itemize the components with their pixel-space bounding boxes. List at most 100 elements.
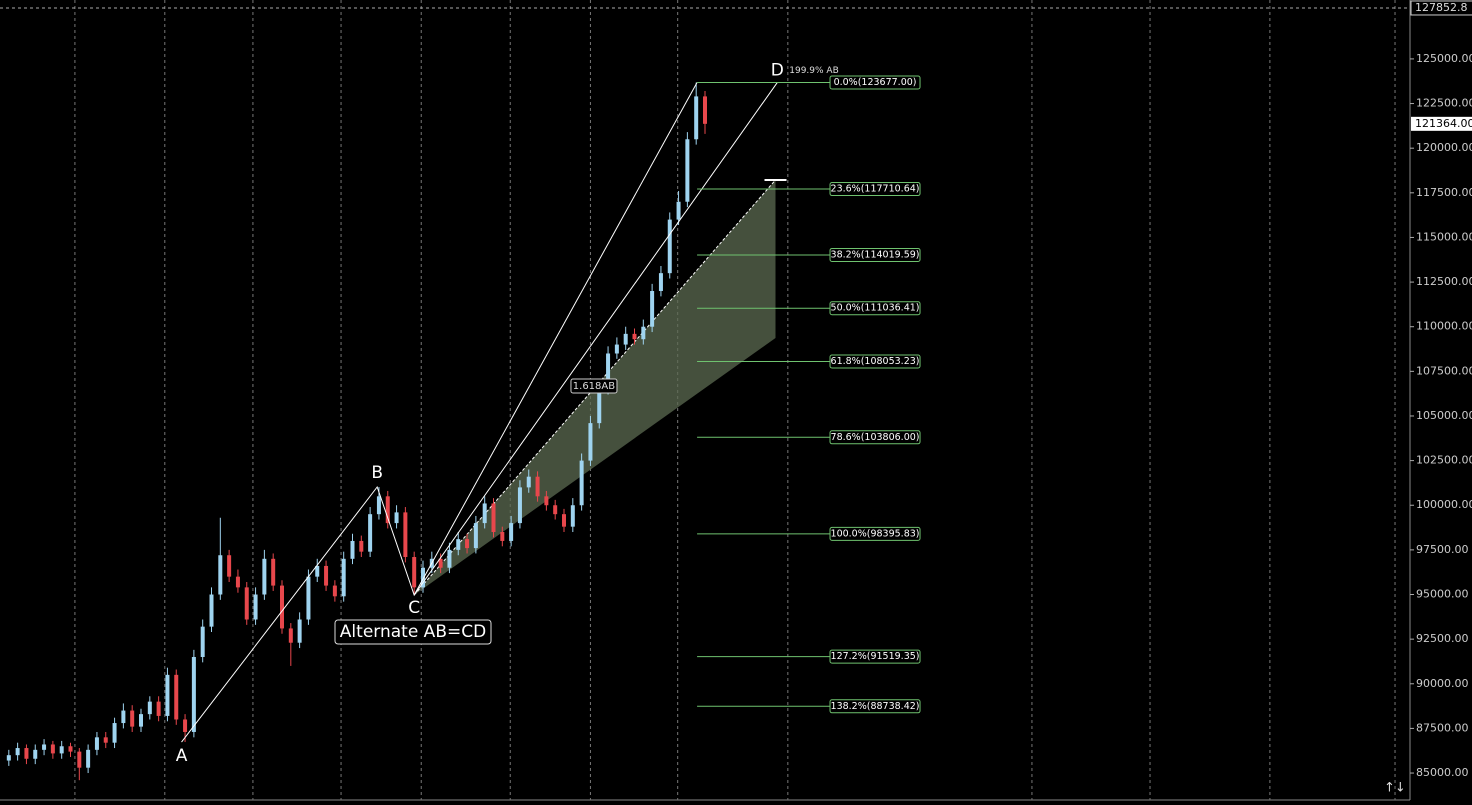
candle-body — [68, 746, 73, 752]
candle-body — [650, 291, 655, 327]
candle-body — [376, 496, 381, 515]
candle-body — [694, 96, 699, 140]
candle-body — [632, 333, 637, 340]
candle-body — [465, 539, 470, 549]
y-tick-label: 100000.00 — [1416, 498, 1472, 511]
candle-body — [315, 565, 320, 577]
candle-body — [235, 576, 240, 588]
fib-label: 61.8%(108053.23) — [831, 356, 920, 367]
candle-body — [350, 540, 355, 559]
candle-body — [280, 585, 284, 629]
y-tick-label: 115000.00 — [1416, 230, 1472, 243]
candle-body — [412, 557, 417, 588]
candle-body — [385, 496, 390, 524]
candle-body — [227, 555, 232, 577]
candle-body — [297, 619, 302, 643]
last-price-label: 121364.00 — [1415, 117, 1472, 130]
fib-label: 100.0%(98395.83) — [831, 528, 920, 539]
pattern-name: Alternate AB=CD — [340, 622, 486, 642]
candle-body — [244, 587, 249, 620]
extension-label: 1.618AB — [573, 381, 615, 392]
fib-label: 0.0%(123677.00) — [834, 77, 917, 88]
candle-body — [94, 737, 99, 750]
fib-label-box — [829, 649, 921, 664]
candle-body — [271, 558, 276, 586]
y-tick-label: 95000.00 — [1416, 588, 1469, 601]
cd-line — [413, 82, 698, 596]
candle-body — [332, 585, 337, 597]
candle-body — [262, 558, 267, 595]
candle-body — [368, 514, 373, 552]
candle-body — [447, 549, 452, 568]
candle-body — [509, 523, 514, 541]
extension-box — [570, 378, 618, 394]
candle-body — [544, 496, 549, 506]
candle-body — [86, 749, 91, 768]
fib-label-box — [829, 699, 921, 714]
fib-label: 78.6%(103806.00) — [831, 432, 920, 443]
fib-label: 23.6%(117710.64) — [831, 184, 920, 195]
candle-body — [685, 139, 690, 202]
candle-body — [526, 476, 531, 488]
y-tick-label: 90000.00 — [1416, 677, 1469, 690]
candle-body — [24, 748, 29, 759]
candle-body — [121, 710, 126, 724]
pattern-name-box — [334, 619, 492, 645]
candle-body — [517, 487, 522, 524]
candle-body — [359, 540, 364, 552]
y-tick-label: 105000.00 — [1416, 409, 1472, 422]
candle-body — [403, 512, 408, 558]
candle-body — [218, 555, 223, 595]
fib-label-box — [829, 354, 921, 369]
candle-body — [288, 628, 293, 643]
candle-body — [147, 701, 152, 715]
candle-body — [641, 326, 646, 340]
fib-label-box — [829, 526, 921, 541]
pattern-point-label: B — [371, 463, 383, 483]
candle-body — [130, 710, 135, 727]
candle-body — [183, 719, 188, 732]
candle-body — [103, 737, 108, 743]
candle-body — [139, 714, 143, 727]
d-note: 199.9% AB — [789, 66, 839, 76]
candle-body — [50, 744, 55, 754]
candle-body — [623, 333, 628, 345]
fib-label-box — [829, 247, 921, 262]
pattern-point-label: D — [771, 61, 784, 81]
pattern-point-label: A — [176, 746, 188, 766]
fib-label: 127.2%(91519.35) — [831, 651, 920, 662]
fib-label-box — [829, 301, 921, 316]
price-label: 127852.8 — [1415, 1, 1468, 14]
candle-body — [570, 505, 575, 527]
candle-body — [473, 523, 478, 549]
fib-label-box — [829, 75, 921, 90]
y-tick-label: 102500.00 — [1416, 454, 1472, 467]
candle-body — [438, 558, 443, 568]
y-tick-label: 85000.00 — [1416, 766, 1469, 779]
candle-body — [324, 565, 329, 586]
pattern-point-label: C — [408, 598, 420, 618]
y-tick-label: 92500.00 — [1416, 632, 1469, 645]
candle-body — [667, 219, 672, 274]
y-tick-label: 97500.00 — [1416, 543, 1469, 556]
fib-label: 138.2%(88738.42) — [831, 701, 920, 712]
candle-body — [606, 353, 611, 390]
candle-body — [341, 558, 346, 597]
candle-body — [535, 476, 540, 497]
candle-body — [6, 755, 11, 761]
candle-body — [42, 744, 47, 750]
candle-body — [165, 674, 170, 716]
candle-body — [394, 512, 399, 524]
candle-body — [209, 594, 214, 627]
candle-body — [658, 273, 663, 292]
candle-body — [456, 539, 461, 550]
candle-body — [253, 594, 258, 620]
candle-body — [597, 389, 602, 424]
candle-body — [33, 749, 38, 759]
fib-label: 38.2%(114019.59) — [831, 249, 920, 260]
candle-body — [200, 626, 205, 657]
fib-label-box — [829, 182, 921, 197]
candle-body — [491, 503, 496, 533]
